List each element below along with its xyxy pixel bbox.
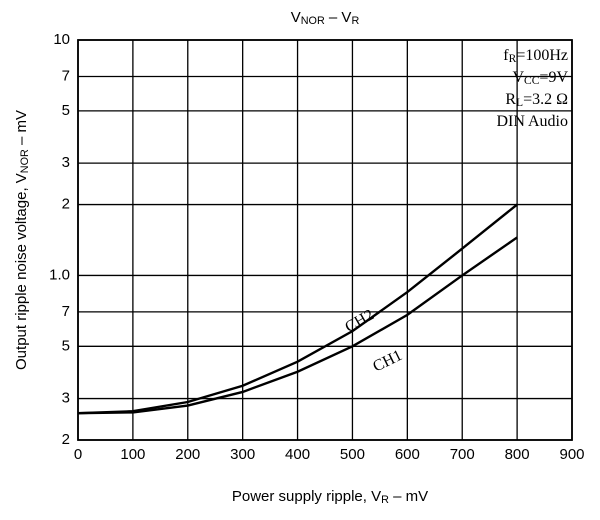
- annotation: VCC=9V: [512, 69, 568, 87]
- annotation-part: =3.2 Ω: [523, 91, 568, 108]
- annotation-part: L: [516, 97, 523, 109]
- y-tick-label: 3: [62, 390, 70, 407]
- annotation-part: V: [512, 69, 524, 86]
- y-tick-label: 10: [53, 31, 70, 48]
- y-axis-label: Output ripple noise voltage, VNOR – mV: [13, 110, 31, 370]
- y-tick-label: 7: [62, 67, 70, 84]
- x-tick-label: 900: [559, 446, 584, 463]
- annotation-part: CC: [524, 75, 540, 87]
- y-tick-label: 5: [62, 337, 70, 354]
- x-tick-label: 0: [74, 446, 82, 463]
- annotation-part: f: [503, 47, 509, 64]
- annotation-part: =9V: [539, 69, 568, 86]
- line-series: [77, 203, 518, 415]
- y-tick-label: 2: [62, 431, 70, 448]
- annotation-part: =100Hz: [516, 47, 568, 64]
- y-tick-label: 3: [62, 154, 70, 171]
- curve-label: CH1: [370, 347, 405, 376]
- x-tick-label: 200: [175, 446, 200, 463]
- x-axis-label-part: – mV: [389, 488, 428, 505]
- line-series: [77, 236, 518, 415]
- annotation: fR=100Hz: [503, 47, 568, 65]
- y-axis-label-part: NOR: [19, 149, 31, 173]
- annotation: RL=3.2 Ω: [505, 91, 568, 109]
- annotation-part: R: [505, 91, 516, 108]
- y-tick-label: 2: [62, 196, 70, 213]
- y-axis-label-part: – mV: [13, 110, 30, 149]
- y-tick-label: 7: [62, 303, 70, 320]
- annotation: DIN Audio: [496, 113, 568, 130]
- x-tick-label: 700: [450, 446, 475, 463]
- chart-title-part: R: [351, 15, 359, 27]
- x-tick-label: 400: [285, 446, 310, 463]
- x-tick-label: 300: [230, 446, 255, 463]
- chart-title-part: – V: [325, 9, 352, 26]
- y-axis-label-part: Output ripple noise voltage, V: [13, 173, 30, 370]
- x-tick-label: 800: [505, 446, 530, 463]
- x-tick-label: 100: [120, 446, 145, 463]
- x-axis-label-part: Power supply ripple, V: [232, 488, 381, 505]
- x-axis-label-part: R: [381, 494, 389, 506]
- curve-label: CH2: [342, 306, 377, 336]
- annotation-part: DIN Audio: [496, 113, 568, 130]
- x-tick-label: 600: [395, 446, 420, 463]
- plot-frame: [77, 39, 573, 441]
- x-tick-label: 500: [340, 446, 365, 463]
- chart-title-part: V: [291, 9, 301, 26]
- y-tick-label: 5: [62, 102, 70, 119]
- y-tick-label: 1.0: [49, 266, 70, 283]
- chart-title-part: NOR: [301, 15, 325, 27]
- x-axis-label: Power supply ripple, VR – mV: [232, 488, 428, 506]
- annotation-part: R: [509, 53, 517, 65]
- chart-title: VNOR – VR: [291, 9, 360, 27]
